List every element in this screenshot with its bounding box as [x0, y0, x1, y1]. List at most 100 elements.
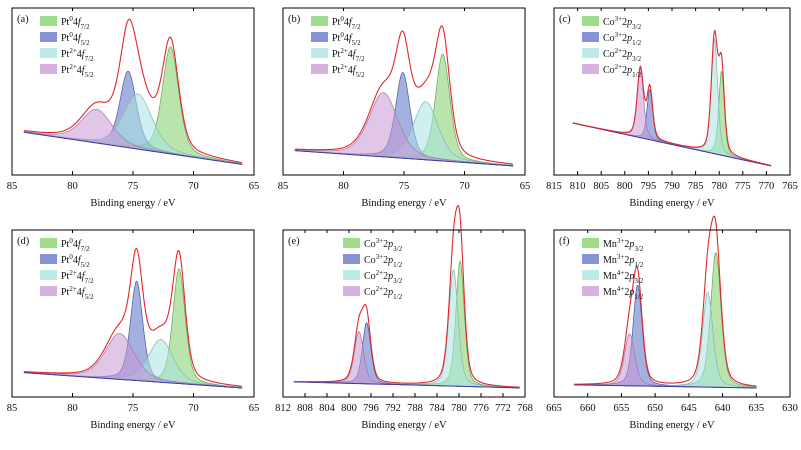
x-tick-label: 75	[128, 403, 139, 414]
legend-label: Pt2+4f7/2	[332, 47, 365, 63]
peak-component	[573, 291, 757, 389]
legend-label: Pt2+4f7/2	[61, 269, 94, 285]
x-tick-label: 80	[67, 403, 78, 414]
x-tick-label: 80	[338, 181, 349, 192]
legend-swatch	[40, 64, 57, 74]
x-tick-label: 85	[278, 181, 289, 192]
legend-swatch	[343, 270, 360, 280]
x-axis-label: Binding energy / eV	[90, 420, 176, 431]
x-axis-label: Binding energy / eV	[90, 198, 176, 209]
plot-frame	[553, 229, 791, 398]
legend-swatch	[311, 48, 328, 58]
legend-label: Pt2+4f7/2	[61, 47, 94, 63]
legend-label: Mn3+2p3/2	[603, 237, 644, 253]
legend-label: Pt04f5/2	[61, 31, 90, 47]
legend-label: Co3+2p3/2	[364, 237, 403, 253]
x-tick-label: 784	[429, 403, 446, 414]
panel-label: (e)	[288, 236, 300, 247]
legend-label: Co3+2p3/2	[603, 15, 642, 31]
background-line	[293, 381, 520, 389]
x-tick-label: 812	[275, 403, 291, 414]
x-tick-label: 65	[520, 181, 531, 192]
legend-swatch	[343, 254, 360, 264]
x-tick-label: 785	[688, 181, 704, 192]
x-tick-label: 65	[249, 403, 260, 414]
legend-swatch	[40, 238, 57, 248]
x-tick-label: 792	[385, 403, 401, 414]
legend-swatch	[40, 270, 57, 280]
background-line	[295, 150, 513, 167]
peak-component	[293, 331, 520, 389]
legend-swatch	[40, 286, 57, 296]
legend-swatch	[582, 238, 599, 248]
x-tick-label: 800	[341, 403, 357, 414]
x-tick-label: 765	[782, 181, 798, 192]
x-tick-label: 780	[711, 181, 727, 192]
x-tick-label: 660	[580, 403, 596, 414]
x-tick-label: 804	[319, 403, 336, 414]
peak-component	[23, 93, 243, 165]
x-axis-label: Binding energy / eV	[629, 198, 715, 209]
x-tick-label: 85	[7, 403, 18, 414]
x-tick-label: 772	[495, 403, 511, 414]
peak-component	[572, 70, 772, 167]
legend-label: Pt2+4f5/2	[332, 63, 365, 79]
x-axis-label: Binding energy / eV	[361, 420, 447, 431]
x-tick-label: 650	[647, 403, 663, 414]
legend-swatch	[582, 64, 599, 74]
background-line	[24, 372, 242, 389]
legend-swatch	[582, 48, 599, 58]
legend-label: Co2+2p1/2	[603, 63, 642, 79]
legend-swatch	[40, 254, 57, 264]
peak-component	[573, 252, 757, 389]
legend-label: Mn3+2p1/2	[603, 253, 644, 269]
x-tick-label: 776	[473, 403, 489, 414]
x-axis-label: Binding energy / eV	[361, 198, 447, 209]
xps-panel-f: 665 660 655 650 645 640 635 630 Binding energy /…	[546, 215, 798, 431]
x-tick-label: 775	[735, 181, 751, 192]
x-tick-label: 805	[593, 181, 609, 192]
legend-label: Mn4+2p3/2	[603, 269, 644, 285]
x-tick-label: 70	[188, 403, 199, 414]
x-tick-label: 645	[681, 403, 697, 414]
peak-component	[293, 322, 520, 389]
x-tick-label: 768	[517, 403, 533, 414]
x-tick-label: 796	[363, 403, 379, 414]
x-tick-label: 808	[297, 403, 313, 414]
legend-label: Co3+2p1/2	[364, 253, 403, 269]
legend-label: Pt04f5/2	[332, 31, 361, 47]
xps-panel-c: 815 810 805 800 795 790 785 780 775 770 765 Binding…	[546, 7, 798, 209]
legend-label: Pt2+4f5/2	[61, 285, 94, 301]
legend-swatch	[582, 286, 599, 296]
panel-label: (d)	[17, 236, 30, 247]
x-tick-label: 640	[715, 403, 731, 414]
envelope-line	[24, 247, 242, 387]
x-tick-label: 655	[614, 403, 630, 414]
x-tick-label: 790	[664, 181, 680, 192]
legend-swatch	[311, 16, 328, 26]
legend-label: Co2+2p3/2	[364, 269, 403, 285]
background-line	[574, 384, 757, 389]
x-tick-label: 780	[451, 403, 467, 414]
x-axis-label: Binding energy / eV	[629, 420, 715, 431]
peak-component	[293, 269, 520, 389]
background-line	[24, 131, 242, 165]
x-tick-label: 810	[570, 181, 586, 192]
legend-swatch	[582, 16, 599, 26]
legend-swatch	[343, 286, 360, 296]
x-tick-label: 70	[459, 181, 470, 192]
envelope-line	[295, 25, 513, 165]
legend-label: Pt04f5/2	[61, 253, 90, 269]
legend-swatch	[582, 270, 599, 280]
x-tick-label: 70	[188, 181, 199, 192]
envelope-line	[293, 204, 520, 388]
peak-component	[572, 67, 772, 167]
panel-label: (f)	[559, 236, 570, 247]
x-tick-label: 635	[748, 403, 764, 414]
x-tick-label: 80	[67, 181, 78, 192]
panel-label: (c)	[559, 14, 571, 25]
panel-label: (b)	[288, 14, 301, 25]
x-tick-label: 770	[759, 181, 775, 192]
panel-label: (a)	[17, 14, 29, 25]
